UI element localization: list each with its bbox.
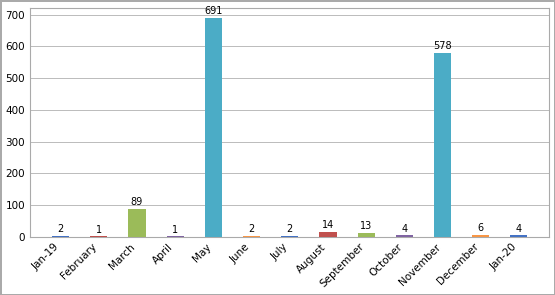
Bar xyxy=(243,236,260,237)
Text: 2: 2 xyxy=(58,224,64,234)
Bar xyxy=(357,233,375,237)
Text: 89: 89 xyxy=(131,197,143,206)
Bar xyxy=(319,232,336,237)
Text: 4: 4 xyxy=(516,224,522,234)
Text: 4: 4 xyxy=(401,224,407,234)
Bar xyxy=(281,236,299,237)
Text: 2: 2 xyxy=(249,224,255,234)
Text: 691: 691 xyxy=(204,6,223,16)
Text: 1: 1 xyxy=(95,224,102,235)
Text: 1: 1 xyxy=(172,224,178,235)
Bar xyxy=(510,235,527,237)
Text: 6: 6 xyxy=(478,223,484,233)
Text: 14: 14 xyxy=(322,220,334,230)
Text: 2: 2 xyxy=(286,224,293,234)
Bar xyxy=(472,235,490,237)
Text: 13: 13 xyxy=(360,221,372,231)
Bar xyxy=(434,53,451,237)
Bar xyxy=(205,17,222,237)
Bar xyxy=(396,235,413,237)
Bar xyxy=(128,209,145,237)
Bar xyxy=(52,236,69,237)
Text: 578: 578 xyxy=(433,42,452,51)
